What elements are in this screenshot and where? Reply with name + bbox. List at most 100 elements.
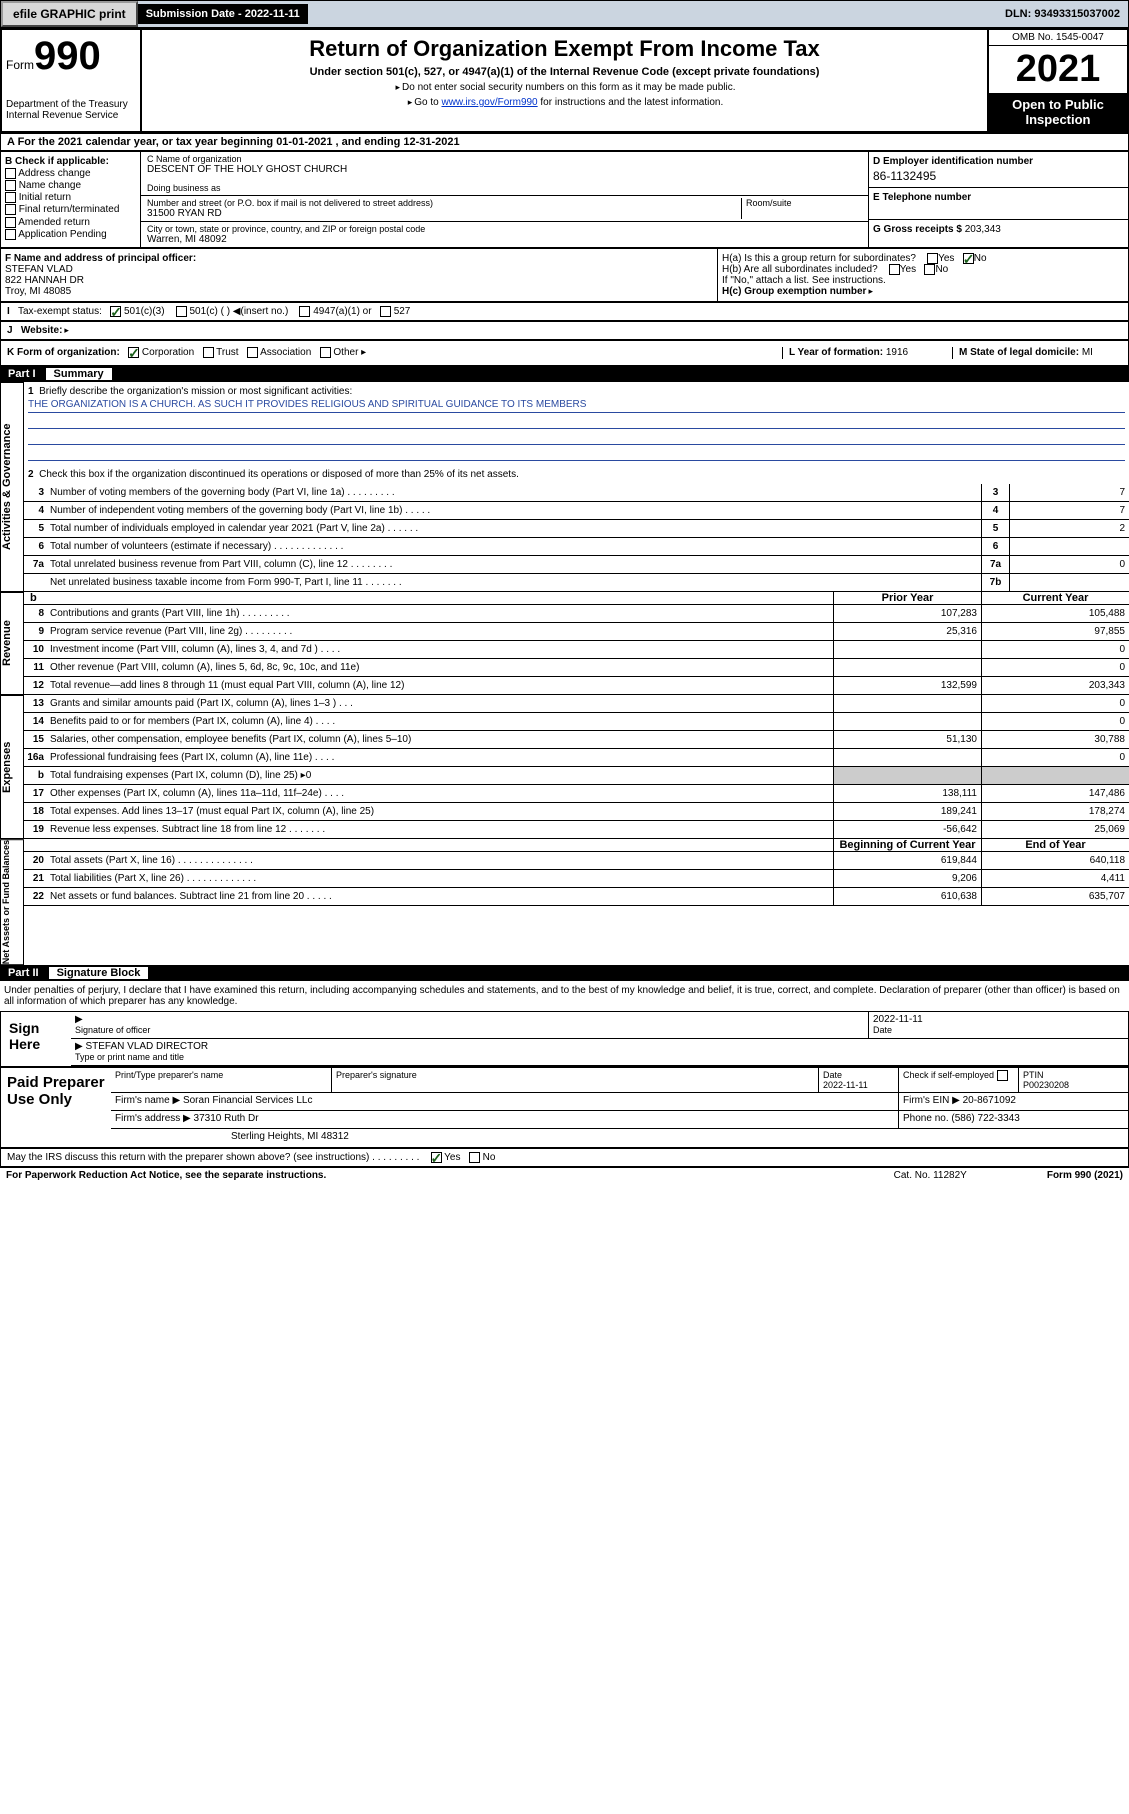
dba-label: Doing business as (147, 183, 862, 193)
vtab-expenses: Expenses (0, 695, 24, 839)
city-label: City or town, state or province, country… (147, 224, 862, 234)
part1-title: Summary (46, 368, 112, 380)
firm-addr1: 37310 Ruth Dr (194, 1113, 259, 1124)
firm-addr2: Sterling Heights, MI 48312 (111, 1129, 1128, 1147)
discuss-yes[interactable] (431, 1152, 442, 1163)
gov-line: 6Total number of volunteers (estimate if… (24, 538, 1129, 556)
topbar: efile GRAPHIC print Submission Date - 20… (0, 0, 1129, 28)
org-name: DESCENT OF THE HOLY GHOST CHURCH (147, 164, 862, 175)
data-line: 11Other revenue (Part VIII, column (A), … (24, 659, 1129, 677)
officer-addr1: 822 HANNAH DR (5, 275, 84, 286)
discuss-row: May the IRS discuss this return with the… (0, 1148, 1129, 1167)
ck-self-employed[interactable] (997, 1070, 1008, 1081)
form-header: Form990 Department of the Treasury Inter… (0, 28, 1129, 133)
ck-assoc[interactable] (247, 347, 258, 358)
ck-trust[interactable] (203, 347, 214, 358)
ck-address[interactable] (5, 168, 16, 179)
status-row: I Tax-exempt status: 501(c)(3) 501(c) ( … (0, 302, 1129, 321)
discuss-no[interactable] (469, 1152, 480, 1163)
officer-name: STEFAN VLAD (5, 264, 73, 275)
data-line: 13Grants and similar amounts paid (Part … (24, 695, 1129, 713)
officer-typed-name: STEFAN VLAD DIRECTOR (85, 1041, 208, 1052)
signature-block: Under penalties of perjury, I declare th… (0, 981, 1129, 1167)
vtab-governance: Activities & Governance (0, 382, 24, 592)
open-inspection: Open to Public Inspection (989, 93, 1127, 131)
gov-line: Net unrelated business taxable income fr… (24, 574, 1129, 592)
g-label: G Gross receipts $ (873, 224, 962, 235)
ck-4947[interactable] (299, 306, 310, 317)
ein: 86-1132495 (873, 169, 1124, 183)
dept-label: Department of the Treasury Internal Reve… (6, 99, 136, 121)
sig-officer-label: Signature of officer (75, 1025, 150, 1035)
e-label: E Telephone number (873, 192, 971, 203)
data-line: 12Total revenue—add lines 8 through 11 (… (24, 677, 1129, 695)
data-line: 14Benefits paid to or for members (Part … (24, 713, 1129, 731)
ck-501c[interactable] (176, 306, 187, 317)
entity-block: B Check if applicable: Address change Na… (0, 151, 1129, 248)
governance-section: Activities & Governance 1 Briefly descri… (0, 382, 1129, 592)
part1-header: Part I Summary (0, 366, 1129, 382)
form-ref: Form 990 (2021) (1047, 1170, 1123, 1181)
street: 31500 RYAN RD (147, 208, 741, 219)
netassets-section: Net Assets or Fund Balances Beginning of… (0, 839, 1129, 965)
gross-receipts: 203,343 (965, 224, 1001, 235)
state-domicile: MI (1082, 347, 1093, 358)
hb-yes[interactable] (889, 264, 900, 275)
data-line: 15Salaries, other compensation, employee… (24, 731, 1129, 749)
ha-label: H(a) Is this a group return for subordin… (722, 253, 916, 264)
declaration: Under penalties of perjury, I declare th… (0, 981, 1129, 1011)
form-subtitle: Under section 501(c), 527, or 4947(a)(1)… (148, 66, 981, 78)
gov-line: 7aTotal unrelated business revenue from … (24, 556, 1129, 574)
ck-other[interactable] (320, 347, 331, 358)
l-label: L Year of formation: (789, 347, 883, 358)
prior-year-hdr: Prior Year (833, 592, 981, 604)
row-a: A For the 2021 calendar year, or tax yea… (0, 133, 1129, 151)
ck-corp[interactable] (128, 347, 139, 358)
data-line: 8Contributions and grants (Part VIII, li… (24, 605, 1129, 623)
data-line: 18Total expenses. Add lines 13–17 (must … (24, 803, 1129, 821)
ha-yes[interactable] (927, 253, 938, 264)
goto-pre: Go to (414, 97, 441, 108)
omb-number: OMB No. 1545-0047 (989, 30, 1127, 46)
tax-year: 2021 (989, 46, 1127, 93)
room-label: Room/suite (742, 198, 862, 219)
goto-post: for instructions and the latest informat… (538, 97, 724, 108)
data-line: 10Investment income (Part VIII, column (… (24, 641, 1129, 659)
hb-no[interactable] (924, 264, 935, 275)
footer: For Paperwork Reduction Act Notice, see … (0, 1167, 1129, 1183)
f-label: F Name and address of principal officer: (5, 253, 196, 264)
form-title: Return of Organization Exempt From Incom… (148, 36, 981, 62)
paid-preparer: Paid Preparer Use Only Print/Type prepar… (0, 1067, 1129, 1148)
submission-date: Submission Date - 2022-11-11 (138, 4, 308, 24)
ck-501c3[interactable] (110, 306, 121, 317)
ck-amended[interactable] (5, 217, 16, 228)
data-line: 22Net assets or fund balances. Subtract … (24, 888, 1129, 906)
c-label: C Name of organization (147, 154, 862, 164)
data-line: bTotal fundraising expenses (Part IX, co… (24, 767, 1129, 785)
ck-name[interactable] (5, 180, 16, 191)
paid-label: Paid Preparer Use Only (1, 1068, 111, 1147)
d-label: D Employer identification number (873, 156, 1033, 167)
ck-pending[interactable] (5, 229, 16, 240)
ha-no[interactable] (963, 253, 974, 264)
mission-text: THE ORGANIZATION IS A CHURCH. AS SUCH IT… (28, 399, 1125, 413)
boy-hdr: Beginning of Current Year (833, 839, 981, 851)
cat-no: Cat. No. 11282Y (894, 1170, 967, 1181)
prep-name-hdr: Print/Type preparer's name (111, 1068, 331, 1092)
vtab-netassets: Net Assets or Fund Balances (0, 839, 24, 965)
ck-527[interactable] (380, 306, 391, 317)
firm-ein: 20-8671092 (963, 1095, 1016, 1106)
k-row: K Form of organization: Corporation Trus… (0, 340, 1129, 365)
check-b-label: B Check if applicable: (5, 156, 109, 167)
ck-initial[interactable] (5, 192, 16, 203)
data-line: 17Other expenses (Part IX, column (A), l… (24, 785, 1129, 803)
expenses-section: Expenses 13Grants and similar amounts pa… (0, 695, 1129, 839)
part2-title: Signature Block (49, 967, 149, 979)
irs-link[interactable]: www.irs.gov/Form990 (441, 97, 537, 108)
efile-button[interactable]: efile GRAPHIC print (1, 1, 138, 27)
form-prefix: Form (6, 58, 34, 72)
hc-label: H(c) Group exemption number (722, 286, 866, 297)
k-label: K Form of organization: (7, 348, 120, 359)
ck-final[interactable] (5, 204, 16, 215)
m-label: M State of legal domicile: (959, 347, 1079, 358)
